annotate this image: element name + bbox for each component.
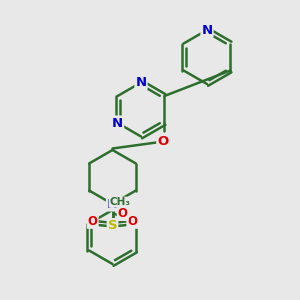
Text: O: O <box>88 215 98 228</box>
Text: N: N <box>112 116 123 130</box>
Text: O: O <box>127 215 137 228</box>
Text: N: N <box>201 23 213 37</box>
Text: CH₃: CH₃ <box>109 197 130 207</box>
Text: O: O <box>118 207 128 220</box>
Text: O: O <box>157 135 169 148</box>
Text: N: N <box>135 76 147 89</box>
Text: N: N <box>107 197 118 211</box>
Text: S: S <box>108 219 117 232</box>
